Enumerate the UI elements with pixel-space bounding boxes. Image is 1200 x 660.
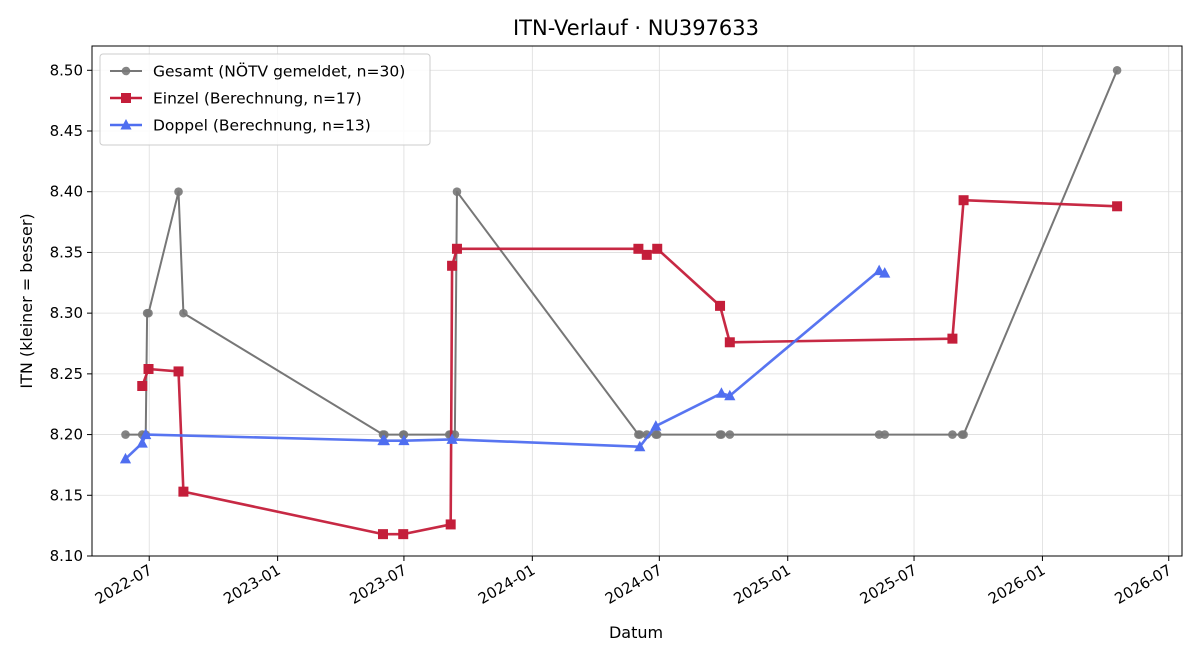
y-tick-label: 8.10 bbox=[50, 547, 83, 565]
data-point bbox=[958, 195, 969, 206]
x-tick-label: 2024-01 bbox=[475, 561, 538, 608]
data-point bbox=[178, 486, 189, 497]
data-point bbox=[715, 300, 726, 311]
data-point bbox=[447, 260, 458, 271]
legend-entry: Einzel (Berechnung, n=17) bbox=[110, 90, 362, 108]
y-tick-label: 8.45 bbox=[50, 122, 83, 140]
data-point bbox=[641, 249, 652, 260]
x-axis-title: Datum bbox=[609, 623, 663, 642]
data-point bbox=[446, 433, 458, 444]
data-point bbox=[452, 187, 462, 197]
data-point bbox=[650, 420, 662, 431]
data-point bbox=[445, 519, 456, 530]
data-point bbox=[633, 243, 644, 254]
data-point bbox=[451, 243, 462, 254]
data-point bbox=[398, 529, 409, 540]
series-3 bbox=[119, 264, 891, 464]
x-tick-label: 2023-07 bbox=[347, 561, 410, 608]
x-tick-label: 2024-07 bbox=[602, 561, 665, 608]
x-tick-label: 2025-01 bbox=[730, 561, 793, 608]
data-point bbox=[398, 434, 410, 446]
legend-box bbox=[99, 53, 431, 146]
data-point bbox=[879, 267, 891, 278]
x-tick-label: 2025-07 bbox=[857, 561, 920, 608]
legend-label: Gesamt (NÖTV gemeldet, n=30) bbox=[153, 62, 405, 81]
x-tick-label: 2026-07 bbox=[1111, 561, 1174, 608]
legend-entry: Gesamt (NÖTV gemeldet, n=30) bbox=[110, 62, 405, 81]
y-axis: 8.10 8.15 8.20 8.25 8.30 8.35 8.40 8.45 8.50 bbox=[50, 61, 92, 565]
data-point bbox=[724, 337, 735, 348]
y-tick-label: 8.20 bbox=[50, 426, 83, 444]
data-point bbox=[179, 308, 188, 318]
data-point bbox=[137, 381, 148, 391]
series-2 bbox=[137, 195, 1123, 540]
legend-marker bbox=[121, 93, 131, 103]
y-axis-title: ITN (kleiner = besser) bbox=[17, 213, 36, 388]
series-layer bbox=[119, 65, 1123, 540]
data-point bbox=[378, 434, 390, 446]
data-point bbox=[143, 364, 154, 374]
x-tick-label: 2022-07 bbox=[92, 561, 155, 608]
data-point bbox=[634, 440, 646, 452]
y-tick-label: 8.25 bbox=[50, 365, 83, 383]
data-point bbox=[399, 430, 409, 439]
data-point bbox=[377, 529, 388, 540]
data-point bbox=[136, 437, 148, 448]
data-point bbox=[121, 430, 130, 439]
data-point bbox=[1112, 201, 1123, 212]
data-point bbox=[725, 430, 735, 439]
data-point bbox=[652, 243, 663, 254]
series-line bbox=[124, 269, 886, 460]
x-tick-label: 2023-01 bbox=[220, 561, 283, 608]
legend-label: Einzel (Berechnung, n=17) bbox=[153, 90, 362, 108]
y-tick-label: 8.40 bbox=[50, 183, 83, 201]
plot-frame bbox=[91, 45, 1183, 557]
legend-label: Doppel (Berechnung, n=13) bbox=[153, 117, 371, 135]
x-axis: 2022-07 2023-01 2023-07 2024-01 2024-07 2025-… bbox=[92, 556, 1175, 608]
y-tick-label: 8.50 bbox=[50, 61, 83, 79]
data-point bbox=[144, 308, 153, 318]
data-point bbox=[635, 430, 645, 439]
data-point bbox=[173, 366, 184, 377]
data-point bbox=[174, 187, 183, 197]
data-point bbox=[948, 430, 957, 439]
data-point bbox=[140, 428, 152, 440]
series-line bbox=[141, 198, 1118, 536]
data-point bbox=[947, 333, 958, 344]
legend-marker bbox=[120, 119, 132, 130]
legend-entry: Doppel (Berechnung, n=13) bbox=[110, 117, 371, 135]
data-point bbox=[715, 387, 728, 398]
x-tick-label: 2026-01 bbox=[985, 561, 1048, 608]
data-point bbox=[652, 430, 662, 439]
legend: Gesamt (NÖTV gemeldet, n=30) Einzel (Bere… bbox=[99, 53, 431, 146]
y-tick-label: 8.35 bbox=[50, 243, 83, 261]
y-tick-label: 8.30 bbox=[50, 304, 83, 322]
chart-title: ITN-Verlauf · NU397633 bbox=[513, 16, 759, 40]
legend-marker bbox=[121, 66, 131, 76]
grid bbox=[92, 46, 1182, 557]
data-point bbox=[119, 452, 132, 464]
data-point bbox=[724, 389, 736, 401]
data-point bbox=[1112, 65, 1122, 75]
data-point bbox=[959, 430, 968, 439]
y-tick-label: 8.15 bbox=[50, 486, 83, 504]
data-point bbox=[880, 430, 890, 439]
data-point bbox=[717, 430, 726, 439]
